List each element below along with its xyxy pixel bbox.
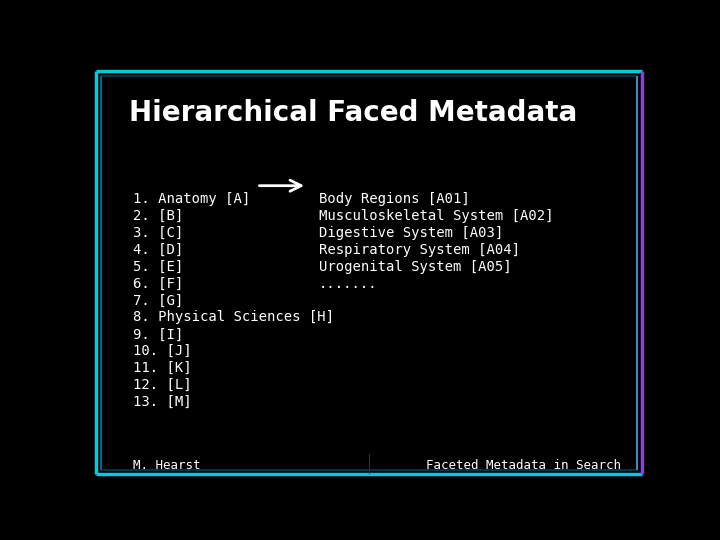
Text: 1. Anatomy [A]: 1. Anatomy [A]	[132, 192, 250, 206]
Text: 10. [J]: 10. [J]	[132, 345, 192, 359]
Text: 2. [B]: 2. [B]	[132, 209, 183, 223]
Text: Faceted Metadata in Search: Faceted Metadata in Search	[426, 459, 621, 472]
Text: 7. [G]: 7. [G]	[132, 294, 183, 307]
Text: Musculoskeletal System [A02]: Musculoskeletal System [A02]	[319, 209, 553, 223]
Text: 12. [L]: 12. [L]	[132, 378, 192, 392]
Text: Respiratory System [A04]: Respiratory System [A04]	[319, 242, 520, 256]
Text: 8. Physical Sciences [H]: 8. Physical Sciences [H]	[132, 310, 333, 325]
Text: 5. [E]: 5. [E]	[132, 260, 183, 274]
Text: 6. [F]: 6. [F]	[132, 276, 183, 291]
Text: Body Regions [A01]: Body Regions [A01]	[319, 192, 469, 206]
Text: 9. [I]: 9. [I]	[132, 327, 183, 341]
Text: 4. [D]: 4. [D]	[132, 242, 183, 256]
Text: Urogenital System [A05]: Urogenital System [A05]	[319, 260, 511, 274]
Text: 3. [C]: 3. [C]	[132, 226, 183, 240]
Text: Hierarchical Faced Metadata: Hierarchical Faced Metadata	[129, 99, 577, 127]
Text: .......: .......	[319, 276, 377, 291]
Text: Digestive System [A03]: Digestive System [A03]	[319, 226, 503, 240]
Text: M. Hearst: M. Hearst	[132, 459, 200, 472]
Text: 11. [K]: 11. [K]	[132, 361, 192, 375]
Text: 13. [M]: 13. [M]	[132, 395, 192, 409]
